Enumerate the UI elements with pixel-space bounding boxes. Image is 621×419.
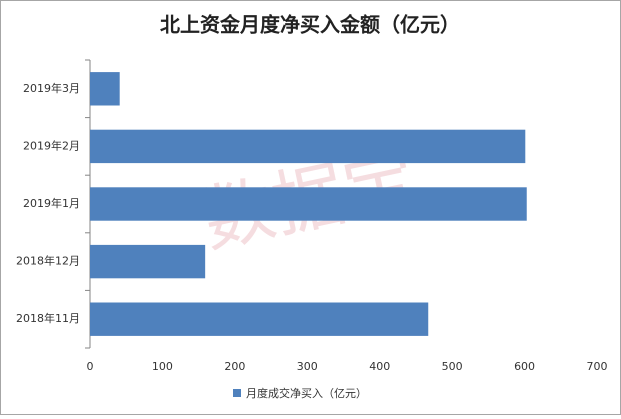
bar [90,129,526,164]
x-tick-label: 600 [514,360,535,373]
x-tick-label: 300 [297,360,318,373]
x-tick-label: 100 [152,360,173,373]
legend-label: 月度成交净买入（亿元） [246,386,367,400]
y-tick-label: 2019年3月 [23,81,80,95]
x-tick-label: 400 [369,360,390,373]
x-tick-label: 0 [87,360,94,373]
x-tick-label: 700 [587,360,608,373]
legend-swatch [233,389,241,397]
chart-title: 北上资金月度净买入金额（亿元） [160,13,460,37]
bar [90,244,206,279]
bar [90,72,120,106]
bar [90,302,429,336]
y-tick-label: 2019年1月 [23,196,80,210]
y-tick-label: 2019年2月 [23,138,80,152]
x-tick-label: 500 [442,360,463,373]
bar [90,187,527,221]
x-tick-label: 200 [224,360,245,373]
y-tick-label: 2018年11月 [16,311,80,325]
y-tick-label: 2018年12月 [16,254,80,268]
